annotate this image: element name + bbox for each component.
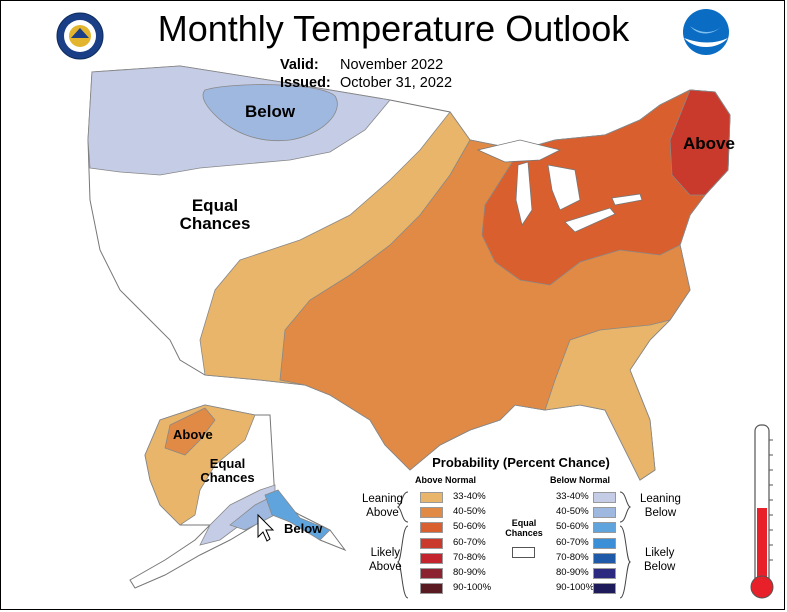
above-range-label: 60-70% — [453, 536, 486, 548]
above-swatch-7 — [420, 583, 443, 595]
doc-seal-logo — [56, 12, 104, 60]
lake-erie — [564, 207, 616, 233]
ak-equal-word: Equal — [209, 456, 246, 471]
below-swatch-4 — [593, 537, 616, 549]
below-range-label: 60-70% — [556, 536, 589, 548]
below-normal-header: Below Normal — [550, 475, 611, 485]
likely-above-word1: Likely — [370, 547, 400, 559]
lean-below-brace — [619, 491, 632, 523]
alaska-below-likely — [264, 489, 331, 541]
noaa-logo — [683, 9, 729, 55]
equal-chances-legend: Equal Chances — [503, 518, 545, 539]
lake-ontario — [611, 193, 643, 206]
ak-below-label: Below — [284, 521, 323, 536]
above-range-label: 33-40% — [453, 491, 486, 502]
below-range-label: 90-100% — [556, 582, 595, 594]
ak-above-label: Above — [173, 427, 213, 442]
ak-equal-label: Equal Chances — [195, 457, 260, 484]
leaning-below-word2: Below — [644, 506, 677, 519]
likely-below-word1: Likely — [644, 547, 675, 559]
above-swatch-1 — [420, 492, 443, 503]
valid-label: Valid: — [280, 57, 319, 73]
below-swatch-5 — [593, 552, 616, 564]
below-range-label: 40-50% — [556, 506, 589, 518]
above-swatch-5 — [420, 552, 443, 564]
likely-above-word2: Above — [369, 560, 402, 573]
ak-chances-word: Chances — [200, 469, 255, 485]
above-range-label: 40-50% — [453, 506, 486, 518]
above-very-likely — [669, 89, 731, 196]
above-range-label: 70-80% — [453, 551, 486, 563]
valid-line: Valid: November 2022 — [280, 57, 443, 73]
below-swatch-1 — [593, 492, 616, 503]
valid-value: November 2022 — [340, 57, 444, 73]
above-swatch-2 — [420, 507, 443, 519]
leaning-above-label: Leaning Above — [362, 493, 403, 521]
above-range-label: 90-100% — [453, 582, 492, 594]
lake-superior — [476, 139, 562, 163]
eq-legend-word1: Equal — [511, 518, 537, 528]
above-swatch-4 — [420, 537, 443, 549]
lean-above-brace — [396, 491, 409, 523]
likely-below-label: Likely Below — [644, 547, 675, 575]
cursor-icon — [257, 513, 275, 542]
thermometer-icon — [750, 424, 774, 599]
below-swatch-2 — [593, 507, 616, 519]
below-range-label: 70-80% — [556, 551, 589, 563]
above-swatch-6 — [420, 568, 443, 579]
likely-below-word2: Below — [644, 560, 676, 573]
below-swatch-6 — [593, 568, 616, 579]
likely-below-brace — [619, 525, 632, 599]
nw-below-core — [202, 84, 338, 142]
below-range-label: 80-90% — [556, 567, 589, 578]
leaning-above-word1: Leaning — [362, 493, 403, 505]
below-label: Below — [245, 102, 296, 121]
lake-huron — [547, 164, 581, 211]
equal-chances-label: Equal Chances — [175, 197, 255, 233]
legend-title: Probability (Percent Chance) — [432, 455, 610, 470]
below-swatch-3 — [593, 522, 616, 534]
above-swatch-3 — [420, 522, 443, 534]
chances-word: Chances — [179, 213, 251, 233]
lake-michigan — [515, 161, 533, 226]
map-title: Monthly Temperature Outlook — [157, 8, 630, 49]
below-range-label: 50-60% — [556, 521, 589, 533]
leaning-below-word1: Leaning — [640, 493, 681, 505]
equal-chances-swatch — [512, 547, 535, 558]
above-range-label: 80-90% — [453, 567, 486, 578]
alaska-above-moderate — [164, 407, 216, 456]
likely-above-label: Likely Above — [369, 547, 402, 575]
above-label: Above — [683, 134, 735, 153]
issued-value: October 31, 2022 — [340, 75, 453, 91]
above-range-label: 50-60% — [453, 521, 486, 533]
equal-word: Equal — [191, 196, 239, 215]
below-swatch-7 — [593, 583, 616, 595]
eq-legend-word2: Chances — [505, 528, 543, 539]
issued-label: Issued: — [280, 75, 331, 91]
leaning-below-label: Leaning Below — [640, 493, 681, 521]
above-normal-header: Above Normal — [415, 475, 477, 485]
leaning-above-word2: Above — [366, 506, 399, 519]
likely-above-brace — [396, 525, 409, 599]
issued-line: Issued: October 31, 2022 — [280, 75, 452, 91]
below-range-label: 33-40% — [556, 491, 589, 502]
